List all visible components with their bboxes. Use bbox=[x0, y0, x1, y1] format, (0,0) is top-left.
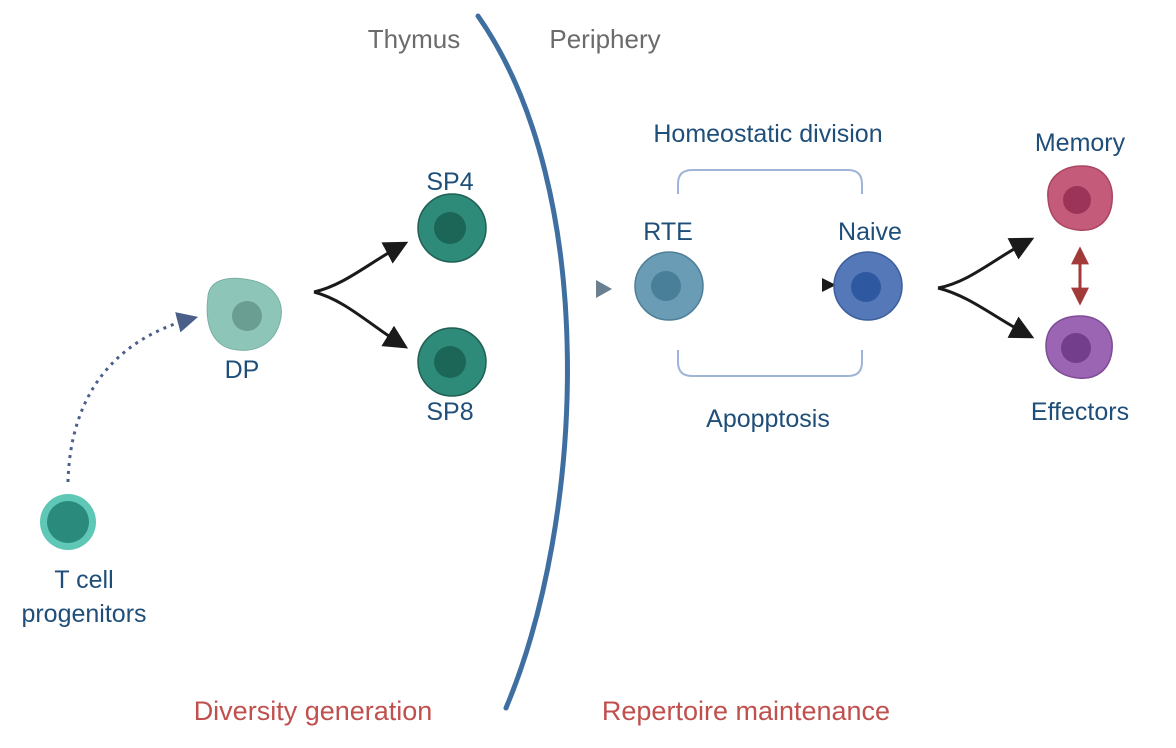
thymus-periphery-boundary bbox=[475, 13, 570, 711]
memory-label: Memory bbox=[1035, 129, 1126, 157]
dp-label: DP bbox=[225, 356, 260, 384]
naive-cell bbox=[833, 251, 903, 321]
sp8-cell bbox=[417, 327, 487, 397]
effectors-label: Effectors bbox=[1031, 398, 1129, 426]
dp-to-sp8-arrow bbox=[313, 290, 409, 349]
apoptosis-bracket bbox=[677, 350, 863, 377]
naive-to-memory-arrow bbox=[937, 237, 1035, 290]
emigration-arrow-head bbox=[596, 280, 612, 298]
rte-label: RTE bbox=[643, 218, 693, 246]
sp8-label: SP8 bbox=[426, 398, 473, 426]
diversity-generation-label: Diversity generation bbox=[194, 696, 433, 726]
repertoire-maintenance-label: Repertoire maintenance bbox=[602, 696, 890, 726]
rte-cell bbox=[634, 251, 704, 321]
homeostatic-division-label: Homeostatic division bbox=[653, 120, 882, 148]
homeostatic-division-bracket bbox=[677, 169, 863, 194]
naive-label: Naive bbox=[838, 218, 902, 246]
sp4-label: SP4 bbox=[426, 168, 473, 196]
memory-cell bbox=[1047, 165, 1113, 231]
periphery-label: Periphery bbox=[549, 24, 660, 54]
apoptosis-label: Apopptosis bbox=[706, 405, 830, 433]
dp-to-sp4-arrow bbox=[313, 241, 409, 294]
progenitor-label-line1: T cell bbox=[54, 566, 113, 594]
dp-cell bbox=[206, 277, 282, 351]
effector-cell bbox=[1045, 315, 1113, 379]
progenitor-label-line2: progenitors bbox=[21, 600, 146, 628]
naive-to-effector-arrow bbox=[937, 286, 1035, 339]
thymus-label: Thymus bbox=[368, 24, 460, 54]
sp4-cell bbox=[417, 193, 487, 263]
rte-to-naive-arrow-head bbox=[822, 278, 836, 292]
progenitor-to-dp-arrow bbox=[66, 312, 199, 483]
progenitor-cell bbox=[40, 494, 96, 550]
